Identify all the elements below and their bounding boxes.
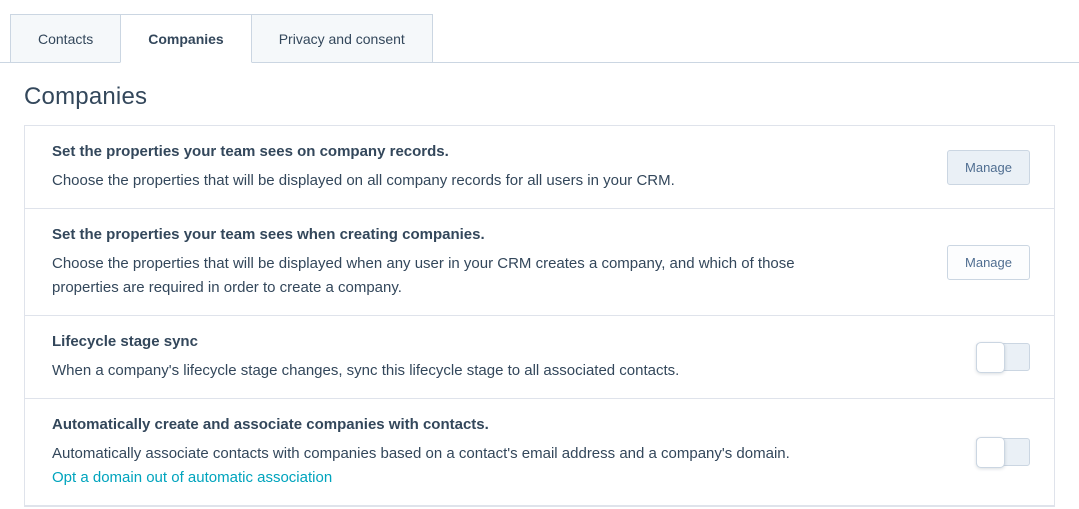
manage-company-creation-properties-button[interactable]: Manage	[947, 244, 1030, 280]
setting-title: Lifecycle stage sync	[52, 333, 198, 350]
toggle-knob-icon	[976, 437, 1005, 468]
settings-tab-strip: Contacts Companies Privacy and consent	[0, 14, 1079, 63]
tab-companies[interactable]: Companies	[120, 14, 252, 63]
setting-row-auto-associate-companies: Automatically create and associate compa…	[25, 399, 1054, 506]
setting-description: Choose the properties that will be displ…	[52, 172, 675, 189]
auto-associate-companies-toggle[interactable]	[976, 437, 1030, 468]
tab-contacts[interactable]: Contacts	[10, 14, 122, 63]
setting-text: Lifecycle stage sync When a company's li…	[52, 331, 679, 383]
setting-title: Automatically create and associate compa…	[52, 416, 489, 433]
setting-row-company-record-properties: Set the properties your team sees on com…	[25, 126, 1054, 209]
manage-company-record-properties-button[interactable]: Manage	[947, 149, 1030, 185]
settings-panel: Set the properties your team sees on com…	[24, 125, 1055, 507]
setting-row-lifecycle-stage-sync: Lifecycle stage sync When a company's li…	[25, 316, 1054, 399]
setting-title: Set the properties your team sees on com…	[52, 143, 449, 160]
setting-description: When a company's lifecycle stage changes…	[52, 362, 680, 379]
setting-description: Choose the properties that will be displ…	[52, 255, 795, 296]
page-title: Companies	[24, 83, 148, 110]
toggle-knob-icon	[976, 342, 1005, 373]
setting-text: Automatically create and associate compa…	[52, 414, 790, 490]
setting-text: Set the properties your team sees on com…	[52, 141, 675, 193]
setting-description: Automatically associate contacts with co…	[52, 445, 790, 462]
setting-text: Set the properties your team sees when c…	[52, 224, 852, 300]
setting-title: Set the properties your team sees when c…	[52, 226, 485, 243]
opt-out-domain-link[interactable]: Opt a domain out of automatic associatio…	[52, 469, 333, 486]
setting-row-company-creation-properties: Set the properties your team sees when c…	[25, 209, 1054, 316]
lifecycle-stage-sync-toggle[interactable]	[976, 342, 1030, 373]
tab-privacy-and-consent[interactable]: Privacy and consent	[250, 14, 433, 63]
